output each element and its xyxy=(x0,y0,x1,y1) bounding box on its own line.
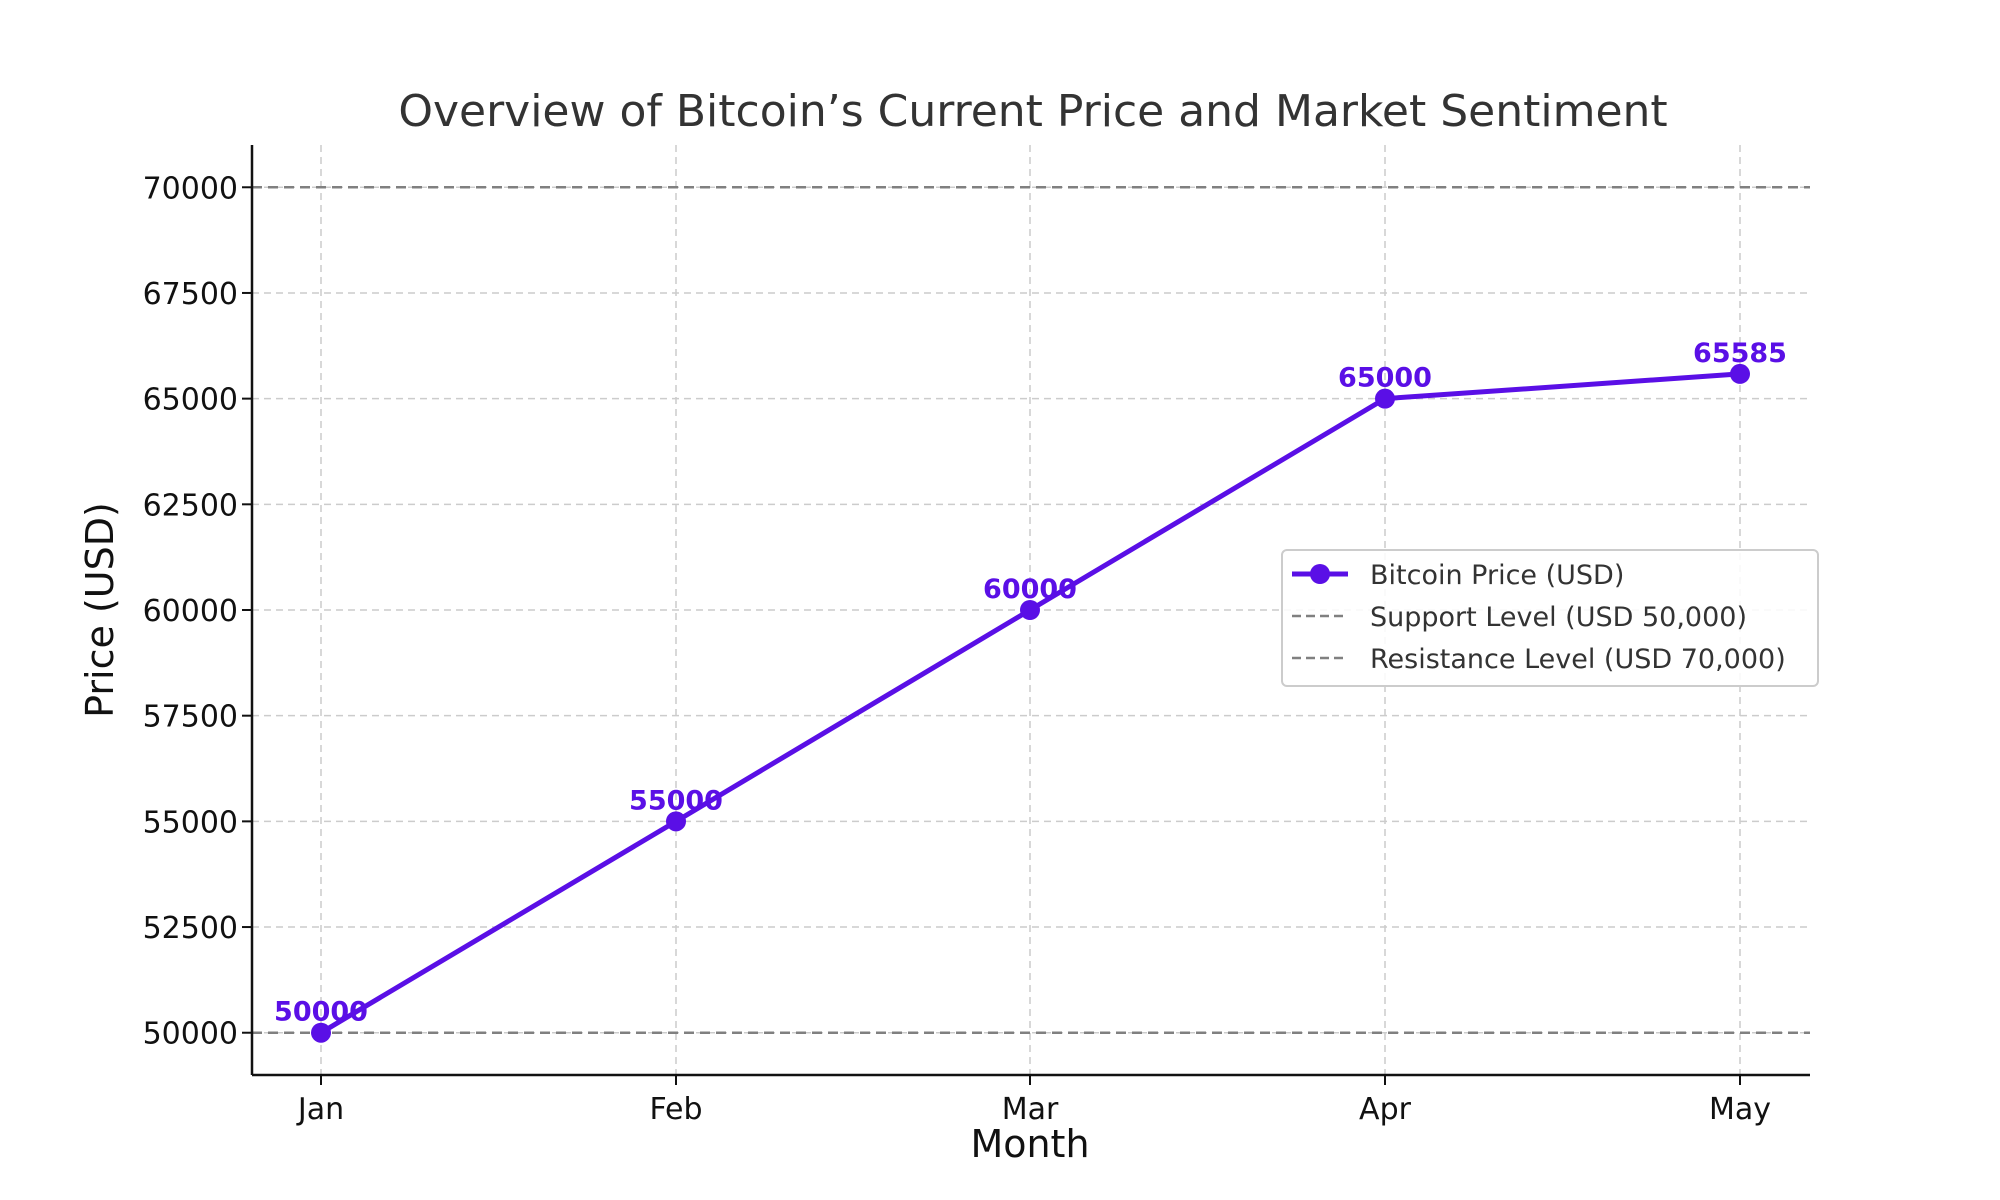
data-point xyxy=(1730,363,1750,384)
legend-label: Bitcoin Price (USD) xyxy=(1370,560,1624,591)
y-tick-label: 55000 xyxy=(143,805,238,840)
x-tick-label: May xyxy=(1709,1092,1771,1127)
series-layer xyxy=(311,363,1750,1043)
data-label: 60000 xyxy=(983,574,1077,605)
legend: Bitcoin Price (USD) Support Level (USD 50… xyxy=(1281,549,1819,687)
data-point xyxy=(666,811,686,832)
tick-labels: 50000 52500 55000 57500 60000 62500 65000 67500… xyxy=(143,171,1771,1127)
x-axis-label: Month xyxy=(970,1122,1089,1166)
data-point xyxy=(311,1022,331,1043)
y-tick-label: 67500 xyxy=(143,277,238,312)
x-tick-label: Feb xyxy=(649,1092,702,1127)
x-tick-label: Apr xyxy=(1359,1092,1412,1127)
legend-label: Resistance Level (USD 70,000) xyxy=(1370,644,1786,675)
x-tick-label: Mar xyxy=(1002,1092,1059,1127)
data-label: 65585 xyxy=(1693,338,1787,369)
legend-swatch-marker xyxy=(1310,564,1330,584)
legend-label: Support Level (USD 50,000) xyxy=(1370,602,1747,633)
y-axis-label: Price (USD) xyxy=(78,502,122,718)
x-tick-label: Jan xyxy=(296,1092,344,1127)
reference-lines xyxy=(252,186,1810,1034)
chart-title: Overview of Bitcoin’s Current Price and … xyxy=(398,86,1667,137)
data-point xyxy=(1020,600,1040,620)
y-tick-label: 57500 xyxy=(143,700,238,735)
data-label: 65000 xyxy=(1338,363,1432,394)
data-label: 50000 xyxy=(274,997,368,1028)
data-label: 55000 xyxy=(629,785,723,816)
y-tick-label: 62500 xyxy=(143,488,238,523)
data-point xyxy=(1375,388,1395,409)
y-tick-label: 70000 xyxy=(143,171,238,206)
y-tick-label: 52500 xyxy=(143,911,238,946)
y-tick-label: 65000 xyxy=(143,383,238,418)
y-tick-label: 50000 xyxy=(143,1017,238,1052)
data-labels: 50000 55000 60000 65000 65585 xyxy=(274,338,1787,1028)
grid-lines xyxy=(252,145,1810,1075)
y-tick-label: 60000 xyxy=(143,594,238,629)
legend-box xyxy=(1281,549,1819,687)
axes xyxy=(242,145,1810,1085)
